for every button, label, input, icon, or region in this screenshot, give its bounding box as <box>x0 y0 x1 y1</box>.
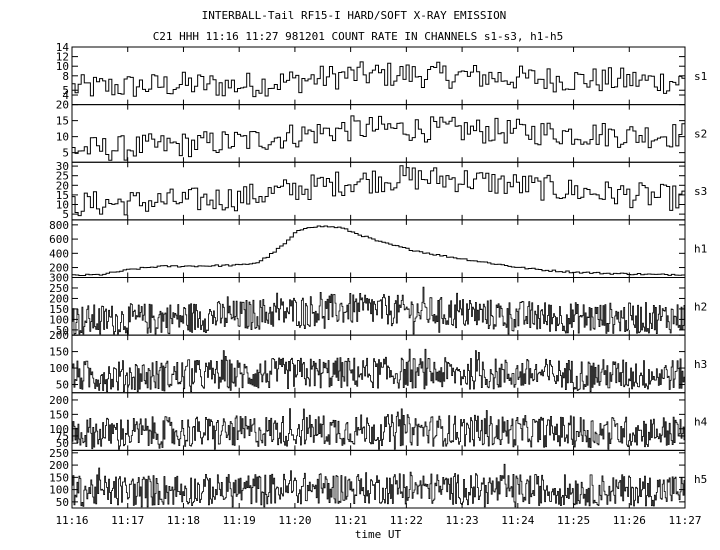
y-tick-label-s1: 12 <box>56 51 69 64</box>
series-label-h5: h5 <box>694 473 707 486</box>
series-line-h5 <box>72 463 685 508</box>
y-tick-label-h5: 150 <box>49 471 69 484</box>
y-tick-label-h1: 400 <box>49 247 69 260</box>
series-line-h2 <box>72 286 685 335</box>
series-line-h3 <box>72 348 685 392</box>
y-tick-label-s1: 4 <box>62 89 69 102</box>
series-label-h4: h4 <box>694 416 708 429</box>
x-tick-label: 11:17 <box>111 514 144 527</box>
panel-h3: 50 100 150 200 h3 <box>49 329 707 394</box>
series-label-h3: h3 <box>694 358 707 371</box>
series-label-h1: h1 <box>694 243 707 256</box>
y-tick-label-h2: 300 <box>49 272 69 285</box>
x-tick-label: 11:18 <box>167 514 200 527</box>
y-tick-label-s3: 25 <box>56 170 69 183</box>
y-tick-label-h2: 100 <box>49 313 69 326</box>
x-tick-label: 11:20 <box>278 514 311 527</box>
y-tick-label-s3: 20 <box>56 179 69 192</box>
x-tick-label: 11:16 <box>55 514 88 527</box>
series-line-h4 <box>72 408 685 450</box>
series-label-h2: h2 <box>694 300 707 313</box>
series-line-h1 <box>72 225 685 276</box>
y-tick-label-h4: 100 <box>49 423 69 436</box>
y-tick-label-s2: 15 <box>56 115 69 128</box>
y-tick-label-s3: 10 <box>56 199 69 212</box>
y-tick-label-h5: 50 <box>56 496 69 509</box>
y-tick-label-h4: 150 <box>49 408 69 421</box>
x-tick-label: 11:25 <box>557 514 590 527</box>
y-tick-label-h3: 200 <box>49 329 69 342</box>
y-tick-label-h1: 200 <box>49 262 69 275</box>
y-tick-label-s1: 10 <box>56 60 69 73</box>
x-tick-label: 11:26 <box>613 514 646 527</box>
y-tick-label-h3: 150 <box>49 346 69 359</box>
y-tick-label-h2: 250 <box>49 282 69 295</box>
x-tick-label: 11:23 <box>446 514 479 527</box>
series-line-s1 <box>72 61 685 98</box>
y-tick-label-h4: 200 <box>49 394 69 407</box>
chart-subtitle: C21 HHH 11:16 11:27 981201 COUNT RATE IN… <box>153 30 564 43</box>
y-tick-label-h1: 600 <box>49 233 69 246</box>
series-line-s3 <box>72 165 685 217</box>
series-line-s2 <box>72 115 685 161</box>
x-tick-label: 11:22 <box>390 514 423 527</box>
panels-group: 458101214s15101520s251015202530s32004006… <box>49 41 707 509</box>
y-tick-label-h1: 800 <box>49 219 69 232</box>
series-label-s2: s2 <box>694 127 707 140</box>
panel-frame-h1 <box>71 219 686 278</box>
x-axis-label: time UT <box>355 528 402 541</box>
y-tick-label-h5: 100 <box>49 484 69 497</box>
x-axis: 11:16 11:17 11:18 11:19 11:20 11:21 11:22 11:23… <box>55 514 701 527</box>
y-tick-label-s1: 8 <box>62 70 69 83</box>
x-tick-label: 11:21 <box>334 514 367 527</box>
x-tick-label: 11:24 <box>501 514 534 527</box>
y-tick-label-h4: 75 <box>56 430 69 443</box>
y-tick-label-s2: 5 <box>62 147 69 160</box>
panel-frame-h5 <box>71 449 686 509</box>
y-tick-label-h3: 50 <box>56 379 69 392</box>
y-tick-label-s3: 30 <box>56 160 69 173</box>
x-tick-label: 11:27 <box>668 514 701 527</box>
y-tick-label-s3: 5 <box>62 208 69 221</box>
series-label-s1: s1 <box>694 70 707 83</box>
y-tick-label-h2: 150 <box>49 303 69 316</box>
y-tick-label-h4: 50 <box>56 437 69 450</box>
series-label-s3: s3 <box>694 185 707 198</box>
y-tick-label-s1: 5 <box>62 84 69 97</box>
x-tick-label: 11:19 <box>223 514 256 527</box>
y-tick-label-h5: 250 <box>49 447 69 460</box>
y-tick-label-s1: 14 <box>56 41 70 54</box>
chart-title: INTERBALL-Tail RF15-I HARD/SOFT X-RAY EM… <box>202 9 507 22</box>
y-tick-label-h3: 100 <box>49 362 69 375</box>
y-tick-label-s3: 15 <box>56 189 69 202</box>
y-tick-label-s2: 20 <box>56 99 69 112</box>
y-tick-label-h2: 200 <box>49 292 69 305</box>
panel-s2: 5 10 15 20 s2 <box>56 99 707 163</box>
y-tick-label-h2: 50 <box>56 324 69 337</box>
y-tick-label-h5: 200 <box>49 459 69 472</box>
y-tick-label-s2: 10 <box>56 131 69 144</box>
